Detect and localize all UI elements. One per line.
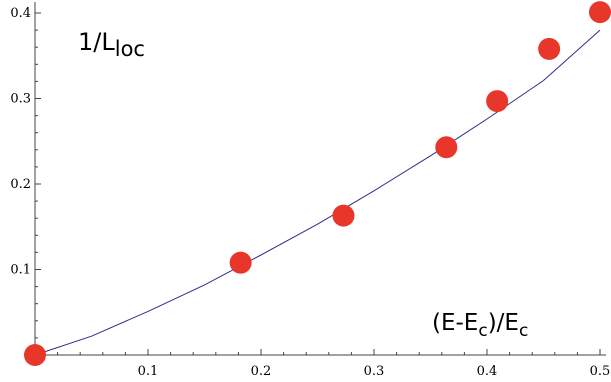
data-point [229, 251, 252, 274]
fit-curve [34, 29, 601, 356]
y-axis-title-sub: loc [115, 37, 145, 61]
data-point [435, 136, 458, 159]
data-point [24, 344, 46, 366]
x-tick-label: 0.5 [590, 364, 611, 379]
data-point [538, 37, 561, 60]
x-tick-label: 0.3 [364, 364, 385, 379]
x-axis-title: (E-Ec)/Ec [432, 310, 528, 341]
y-tick-label: 0.2 [10, 177, 31, 192]
data-point [486, 90, 509, 113]
data-point [332, 204, 355, 227]
data-points-group [24, 1, 611, 366]
y-tick-label: 0.3 [10, 92, 31, 107]
x-tick-label: 0.1 [138, 364, 159, 379]
x-axis-title-sub1: c [478, 321, 487, 341]
axes: 0.1 0.2 0.3 0.4 0.5 0.1 0.2 0.3 0.4 [10, 2, 610, 379]
x-tick-label: 0.2 [251, 364, 272, 379]
y-tick-label: 0.4 [10, 6, 31, 21]
fit-curve-group [34, 29, 601, 356]
y-tick-label: 0.1 [10, 263, 31, 278]
y-axis-title: 1/Lloc [78, 28, 145, 61]
x-axis-title-part2: )/E [488, 310, 519, 336]
x-axis-title-sub2: c [519, 321, 528, 341]
x-axis-title-part1: (E-E [432, 310, 478, 336]
data-point [589, 1, 611, 24]
y-axis-title-main: 1/L [78, 28, 115, 56]
x-tick-label: 0.4 [477, 364, 498, 379]
